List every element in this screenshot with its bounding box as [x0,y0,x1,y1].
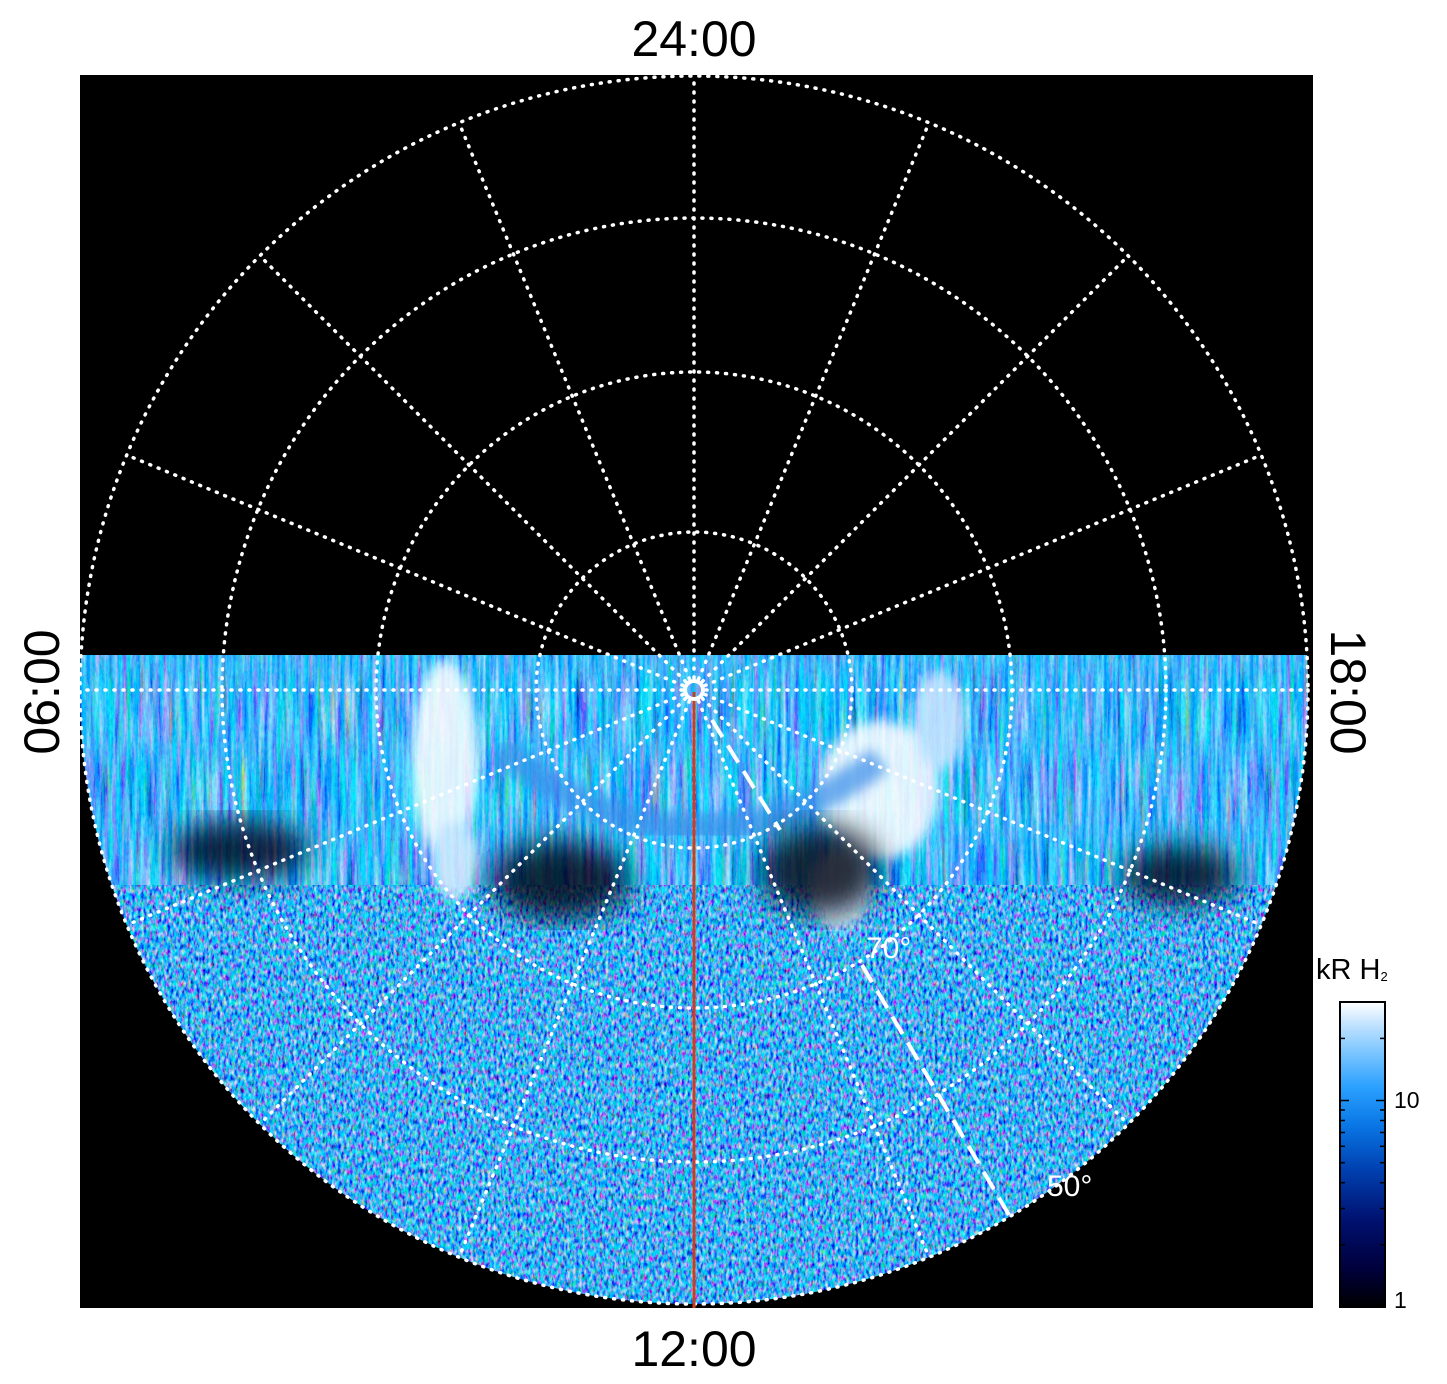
meridian-line [696,699,931,1260]
meridian-line [258,254,688,684]
colorbar [1339,1001,1386,1308]
local-time-label-bottom: 12:00 [631,1321,757,1377]
colorbar-gradient [1339,1001,1386,1308]
latitude-longitude-grid [78,74,1310,1306]
colorbar-title-subscript: 2 [1380,969,1388,984]
latitude-track-dashed [710,718,1014,1222]
colorbar-title: kR H2 [1316,954,1388,987]
local-time-label-right: 18:00 [1320,629,1376,755]
meridian-line [703,692,1264,927]
meridian-line [696,120,931,681]
colorbar-title-main: kR H [1316,954,1381,986]
local-time-label-left: 06:00 [14,629,70,755]
auroral-arcs [411,660,966,930]
colorbar-tick-label-1: 1 [1394,1287,1407,1313]
colorbar-tick-label-10: 10 [1394,1087,1420,1113]
meridian-line [124,453,685,688]
meridian-line [457,120,692,681]
meridian-line [457,699,692,1260]
colorbar-ticks [1340,1001,1385,1308]
meridian-line [700,254,1130,684]
meridian-line [700,696,1130,1126]
pole-marker [683,679,705,701]
meridian-line [124,692,685,927]
latitude-label-50: 50° [1047,1170,1092,1203]
latitude-label-70: 70° [866,932,911,965]
meridian-line [258,696,688,1126]
meridian-line [703,453,1264,688]
meridian-lines [78,74,1310,1306]
local-time-label-top: 24:00 [631,11,757,67]
